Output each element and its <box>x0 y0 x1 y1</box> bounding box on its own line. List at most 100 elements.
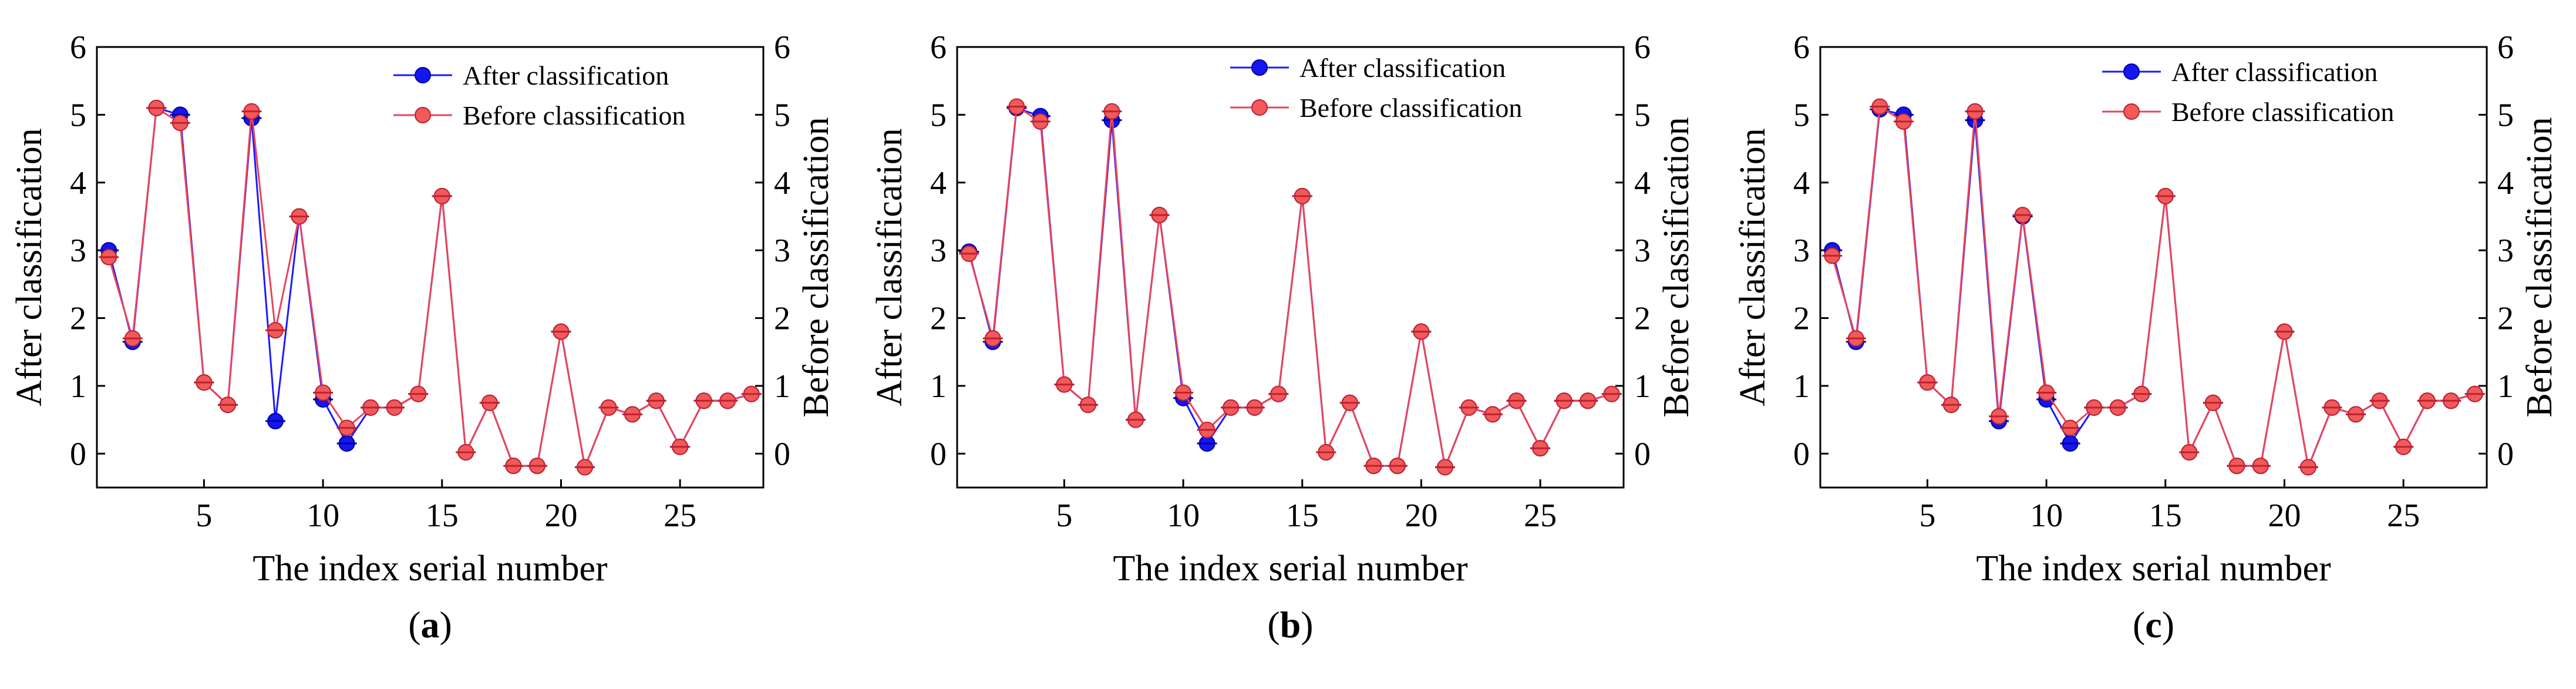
legend-label: Before classification <box>2171 97 2394 127</box>
x-tick-label: 5 <box>1056 498 1072 534</box>
y-tick-label-left: 2 <box>1793 301 1810 337</box>
x-tick-label: 15 <box>1286 498 1319 534</box>
y-tick-label-left: 0 <box>1793 436 1810 472</box>
legend: After classification Before classificatio… <box>393 61 685 130</box>
series-before <box>1822 98 2485 476</box>
panel-label-open-paren: ( <box>2133 604 2145 646</box>
legend-marker <box>2123 103 2140 120</box>
plot-frame <box>1819 46 2488 489</box>
panel-label-open-paren: ( <box>1267 604 1279 646</box>
y-tick-label-left: 3 <box>70 233 86 269</box>
panel-label-letter: c <box>2145 604 2161 646</box>
y-tick-label-right: 1 <box>2497 368 2514 405</box>
y-tick-label-left: 6 <box>70 29 86 66</box>
y-tick-label-right: 1 <box>774 368 790 405</box>
y-tick-label-left: 0 <box>930 436 947 472</box>
y-axis-title-left: After classification <box>9 128 49 406</box>
series-line <box>1831 105 2476 470</box>
y-tick-label-right: 3 <box>1634 233 1651 269</box>
legend-marker <box>1251 99 1268 116</box>
y-tick-label-right: 0 <box>1634 436 1651 472</box>
x-tick-label: 20 <box>2268 498 2301 534</box>
legend-label: After classification <box>463 61 669 90</box>
y-axis-title-left: After classification <box>870 128 910 406</box>
y-tick-label-left: 5 <box>70 97 86 133</box>
y-tick-label-left: 5 <box>1793 97 1810 133</box>
y-axis-title-right: Before classification <box>796 117 836 417</box>
legend-label: After classification <box>1299 53 1506 83</box>
y-tick-label-right: 1 <box>1634 368 1651 405</box>
y-tick-label-left: 3 <box>1793 233 1810 269</box>
y-tick-label-right: 4 <box>774 165 790 201</box>
legend: After classification Before classificatio… <box>2102 57 2394 127</box>
plot-frame <box>96 46 765 489</box>
x-tick-label: 25 <box>664 498 696 534</box>
legend-label: After classification <box>2171 57 2378 87</box>
y-tick-label-left: 4 <box>930 165 947 201</box>
x-axis-title: The index serial number <box>1113 549 1468 589</box>
y-tick-label-right: 3 <box>2497 233 2514 269</box>
y-tick-label-left: 2 <box>930 301 947 337</box>
panel-label-close-paren: ) <box>440 604 452 646</box>
x-tick-label: 20 <box>1405 498 1437 534</box>
legend-marker <box>1251 59 1268 76</box>
panel-label: (a) <box>408 604 452 646</box>
panel-label-letter: a <box>421 604 440 646</box>
chart-panel-a: 0 0 1 1 2 2 3 3 4 4 5 5 6 6 5 10 15 20 25 The index serial … <box>9 29 836 646</box>
chart-panel-c: 0 0 1 1 2 2 3 3 4 4 5 5 6 6 5 10 15 20 25 The index serial … <box>1733 29 2560 646</box>
series-before <box>959 98 1622 476</box>
series-line <box>107 106 752 470</box>
y-axis-title-left: After classification <box>1733 128 1773 406</box>
x-tick-label: 5 <box>1919 498 1935 534</box>
series-after <box>959 99 1622 476</box>
legend-label: Before classification <box>1299 93 1522 123</box>
x-tick-label: 25 <box>1524 498 1557 534</box>
y-axis-title-right: Before classification <box>1656 117 1696 417</box>
y-tick-label-right: 2 <box>2497 301 2514 337</box>
y-tick-label-left: 6 <box>930 29 947 66</box>
y-tick-label-left: 1 <box>930 368 947 405</box>
x-axis-title: The index serial number <box>252 549 608 589</box>
y-tick-label-left: 1 <box>70 368 86 405</box>
series-before <box>99 99 762 476</box>
y-tick-label-right: 6 <box>774 29 790 66</box>
y-axis-title-right: Before classification <box>2520 117 2560 417</box>
legend: After classification Before classificatio… <box>1230 53 1522 123</box>
y-tick-label-left: 2 <box>70 301 86 337</box>
series-line <box>107 106 752 470</box>
panel-label: (c) <box>2133 604 2174 646</box>
chart-panel-b: 0 0 1 1 2 2 3 3 4 4 5 5 6 6 5 10 15 20 25 The index serial … <box>870 29 1696 646</box>
series-line <box>968 105 1612 470</box>
panel-label-close-paren: ) <box>1301 604 1313 646</box>
x-axis-title: The index serial number <box>1976 549 2331 589</box>
x-tick-label: 25 <box>2387 498 2420 534</box>
x-tick-label: 10 <box>1167 498 1200 534</box>
x-tick-label: 20 <box>544 498 577 534</box>
legend-label: Before classification <box>463 100 685 130</box>
y-tick-label-right: 5 <box>2497 97 2514 133</box>
panel-label-letter: b <box>1280 604 1301 646</box>
y-tick-label-left: 1 <box>1793 368 1810 405</box>
y-tick-label-left: 4 <box>1793 165 1810 201</box>
y-tick-label-right: 2 <box>774 301 790 337</box>
y-tick-label-left: 3 <box>930 233 947 269</box>
y-tick-label-right: 6 <box>2497 29 2514 66</box>
y-tick-label-right: 4 <box>1634 165 1651 201</box>
x-tick-label: 5 <box>196 498 212 534</box>
y-tick-label-right: 4 <box>2497 165 2514 201</box>
y-tick-label-right: 5 <box>1634 97 1651 133</box>
y-tick-label-left: 4 <box>70 165 86 201</box>
x-tick-label: 10 <box>2030 498 2063 534</box>
y-tick-label-right: 0 <box>774 436 790 472</box>
plot-frame <box>956 46 1625 489</box>
y-tick-label-left: 6 <box>1793 29 1810 66</box>
x-tick-label: 10 <box>307 498 339 534</box>
series-after <box>99 99 762 476</box>
y-tick-label-left: 5 <box>930 97 947 133</box>
panel-label: (b) <box>1267 604 1313 646</box>
y-tick-label-right: 0 <box>2497 436 2514 472</box>
y-tick-label-right: 2 <box>1634 301 1651 337</box>
legend-marker <box>415 67 431 83</box>
y-tick-label-right: 5 <box>774 97 790 133</box>
